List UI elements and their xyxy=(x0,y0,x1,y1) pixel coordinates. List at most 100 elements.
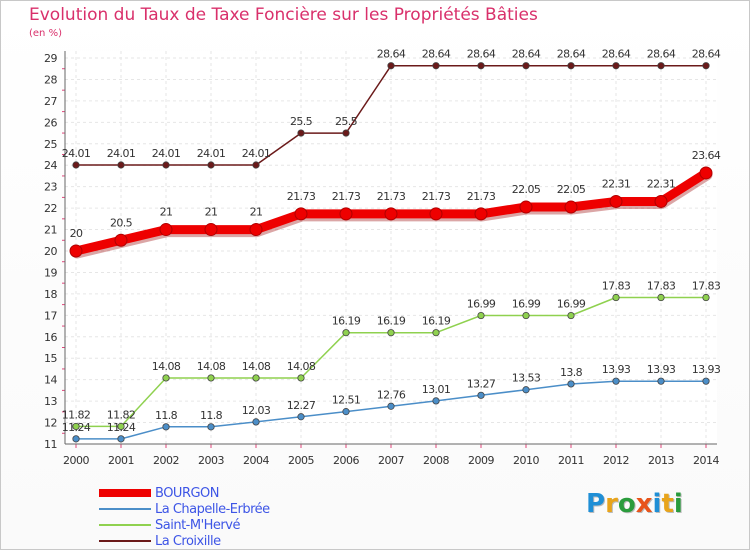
y-tick-label: 24 xyxy=(44,159,57,172)
data-point xyxy=(72,161,80,169)
data-label: 16.99 xyxy=(557,298,586,311)
data-label: 21.73 xyxy=(422,190,451,203)
data-point xyxy=(339,207,353,221)
data-point xyxy=(117,435,125,443)
series-bourgon: 20 20.5 21 21 21 21.73 21.73 21.73 21.73 21.73 22.… xyxy=(69,149,721,259)
data-point xyxy=(159,223,173,237)
data-point xyxy=(612,377,620,385)
data-point xyxy=(114,233,128,247)
data-point xyxy=(432,62,440,70)
data-label: 21 xyxy=(205,206,218,219)
data-label: 16.19 xyxy=(377,315,406,328)
data-point xyxy=(702,62,710,70)
data-label: 28.64 xyxy=(692,48,721,61)
data-point xyxy=(387,62,395,70)
logo-letter: t xyxy=(661,489,674,519)
data-label: 21 xyxy=(250,206,263,219)
data-label: 21.73 xyxy=(467,190,496,203)
series-la-croixille: 24.01 24.01 24.01 24.01 24.01 25.5 25.5 28.64 28… xyxy=(62,48,721,169)
logo-letter: i xyxy=(673,489,683,519)
data-point xyxy=(252,418,260,426)
data-point xyxy=(207,374,215,382)
y-tick-label: 25 xyxy=(44,138,57,151)
data-point xyxy=(162,374,170,382)
logo-letter: P xyxy=(586,489,606,519)
data-point xyxy=(204,223,218,237)
data-label: 14.08 xyxy=(197,360,226,373)
data-label: 13.93 xyxy=(647,363,676,376)
data-label: 13.27 xyxy=(467,377,496,390)
data-label: 13.53 xyxy=(512,372,541,385)
data-label: 28.64 xyxy=(647,48,676,61)
data-point xyxy=(117,161,125,169)
y-tick-label: 18 xyxy=(44,288,57,301)
data-label: 22.31 xyxy=(602,177,631,190)
data-label: 17.83 xyxy=(692,280,721,293)
data-label: 11.8 xyxy=(155,409,178,422)
legend-item-bourgon: BOURGON xyxy=(99,485,270,501)
data-label: 28.64 xyxy=(377,48,406,61)
data-point xyxy=(522,386,530,394)
data-label: 24.01 xyxy=(152,147,181,160)
legend-item-la-croixille: La Croixille xyxy=(99,533,270,549)
legend-label-la-croixille: La Croixille xyxy=(155,533,221,549)
data-label: 16.19 xyxy=(422,315,451,328)
data-label: 12.76 xyxy=(377,388,406,401)
y-tick-label: 12 xyxy=(44,417,57,430)
data-point xyxy=(207,423,215,431)
y-tick-label: 13 xyxy=(44,395,57,408)
data-point xyxy=(654,194,668,208)
data-label: 14.08 xyxy=(242,360,271,373)
data-point xyxy=(387,329,395,337)
data-label: 17.83 xyxy=(602,280,631,293)
data-point xyxy=(567,380,575,388)
data-point xyxy=(252,374,260,382)
logo-letter: x xyxy=(635,489,653,519)
data-point xyxy=(429,207,443,221)
data-label: 28.64 xyxy=(422,48,451,61)
data-label: 11.24 xyxy=(107,421,136,434)
data-label: 14.08 xyxy=(287,360,316,373)
x-tick-label: 2003 xyxy=(198,454,224,467)
data-label: 12.51 xyxy=(332,394,361,407)
legend-swatch-la-croixille xyxy=(99,540,151,542)
data-point xyxy=(522,62,530,70)
logo-letter: o xyxy=(617,489,636,519)
y-tick-label: 21 xyxy=(44,224,57,237)
data-label: 16.19 xyxy=(332,315,361,328)
x-tick-label: 2013 xyxy=(648,454,674,467)
data-label: 22.05 xyxy=(557,183,586,196)
series-la-chapelle-erbr-e: 11.24 11.24 11.8 11.8 12.03 12.27 12.51 12.76 13… xyxy=(62,363,721,443)
x-tick-label: 2000 xyxy=(63,454,89,467)
data-point xyxy=(657,377,665,385)
legend-label-bourgon: BOURGON xyxy=(155,485,220,501)
data-point xyxy=(657,62,665,70)
data-label: 25.5 xyxy=(290,115,313,128)
data-label: 11.82 xyxy=(107,408,136,421)
data-point xyxy=(72,422,80,431)
data-point xyxy=(702,377,710,385)
x-tick-label: 2010 xyxy=(513,454,539,467)
legend-label-saint-mherve: Saint-M'Hervé xyxy=(155,517,240,533)
x-tick-label: 2008 xyxy=(423,454,449,467)
data-point xyxy=(564,200,578,214)
x-tick-label: 2005 xyxy=(288,454,314,467)
y-tick-label: 26 xyxy=(44,116,57,129)
data-point xyxy=(432,329,440,337)
data-point xyxy=(297,413,305,421)
x-tick-label: 2001 xyxy=(108,454,134,467)
x-tick-label: 2011 xyxy=(558,454,584,467)
data-label: 13.93 xyxy=(602,363,631,376)
data-label: 11.82 xyxy=(62,408,91,421)
data-label: 11.24 xyxy=(62,421,91,434)
data-point xyxy=(609,194,623,208)
legend-swatch-saint-mherve xyxy=(99,524,151,526)
data-label: 24.01 xyxy=(62,147,91,160)
data-point xyxy=(477,311,485,320)
data-point xyxy=(252,161,260,169)
data-label: 14.08 xyxy=(152,360,181,373)
data-point xyxy=(384,207,398,221)
x-tick-label: 2004 xyxy=(243,454,269,467)
data-label: 25.5 xyxy=(335,115,358,128)
